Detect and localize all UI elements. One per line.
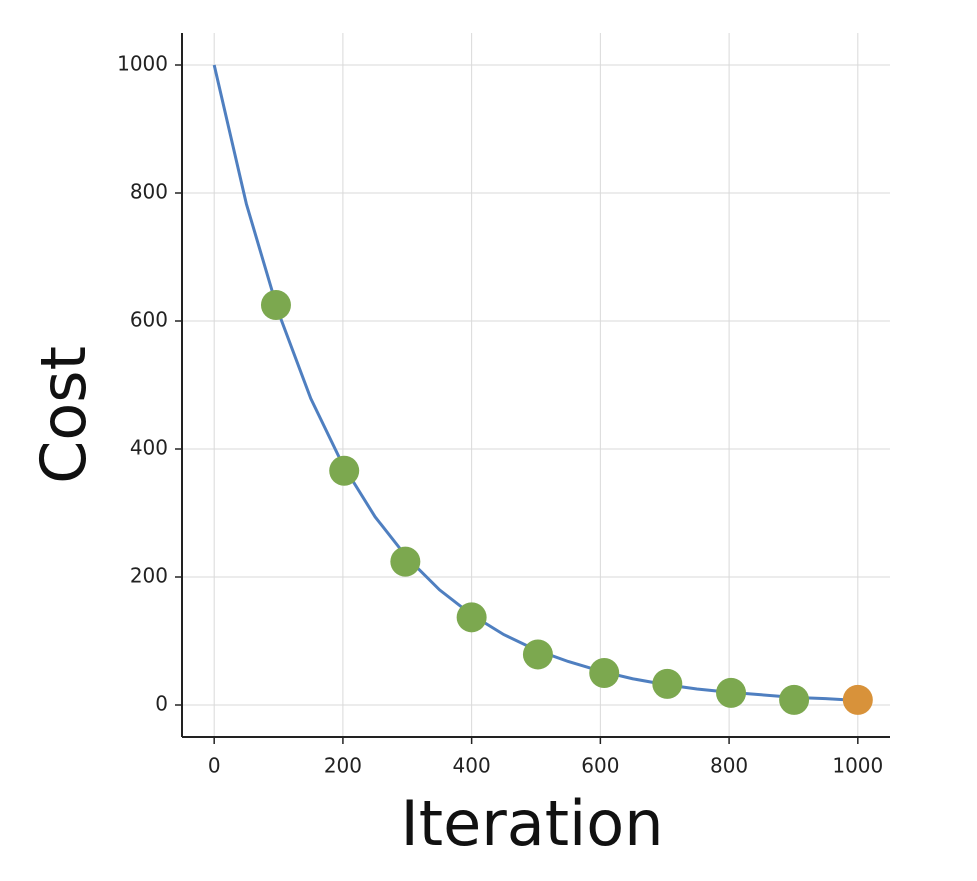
x-tick-label: 1000 — [832, 754, 883, 778]
marker — [652, 668, 683, 699]
marker — [390, 546, 421, 577]
y-axis-title: Cost — [27, 346, 100, 484]
marker — [589, 658, 620, 688]
y-tick-label: 600 — [130, 308, 168, 332]
x-tick-label: 600 — [581, 754, 619, 778]
marker — [779, 684, 810, 715]
marker — [842, 684, 873, 715]
y-tick-label: 400 — [130, 436, 168, 460]
x-tick-label: 400 — [453, 754, 491, 778]
x-tick-label: 200 — [324, 754, 362, 778]
y-tick-label: 0 — [155, 692, 168, 716]
cost-curve — [212, 64, 858, 703]
marker — [329, 455, 360, 486]
y-tick-label: 1000 — [117, 52, 168, 76]
y-tick-label: 800 — [130, 180, 168, 204]
marker — [456, 602, 487, 633]
marker — [260, 290, 291, 320]
x-tick-label: 0 — [208, 754, 221, 778]
marker — [716, 677, 747, 708]
y-tick-label: 200 — [130, 564, 168, 588]
x-tick-label: 800 — [710, 754, 748, 778]
marker — [522, 639, 553, 670]
x-axis-title: Iteration — [401, 787, 664, 860]
